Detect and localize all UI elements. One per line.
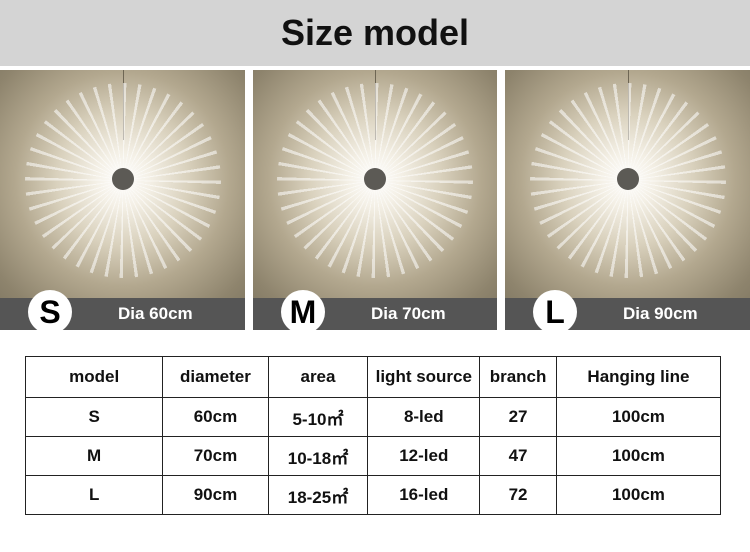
product-photo: S Dia 60cm (0, 70, 245, 330)
header-cell: area (267, 356, 369, 398)
diameter-label: Dia 60cm (118, 304, 193, 323)
lamp-core (616, 168, 639, 191)
size-badge: S (28, 290, 72, 330)
lamp-core (364, 168, 386, 191)
table-cell: M (24, 436, 164, 476)
caption-bar: L Dia 90cm (505, 290, 750, 330)
caption-bar: M Dia 70cm (253, 290, 497, 330)
title: Size model (0, 0, 750, 66)
table-cell: 100cm (555, 397, 722, 437)
table-cell: 100cm (555, 475, 722, 515)
size-table: model diameter area light source branch Hangi… (24, 356, 722, 515)
table-cell: 12-led (367, 436, 481, 476)
table-cell: L (24, 475, 164, 515)
table-cell: 27 (479, 397, 557, 437)
table-cell: 10-18㎡ (267, 436, 369, 476)
table-cell: S (24, 397, 164, 437)
header-cell: model (24, 356, 164, 398)
table-cell: 72 (479, 475, 557, 515)
table-cell: 70cm (162, 436, 269, 476)
table-row: L 90cm 18-25㎡ 16-led 72 100cm (24, 475, 722, 515)
diameter-label: Dia 90cm (623, 304, 698, 323)
table-row: M 70cm 10-18㎡ 12-led 47 100cm (24, 436, 722, 476)
table-cell: 5-10㎡ (267, 397, 369, 437)
table-row: S 60cm 5-10㎡ 8-led 27 100cm (24, 397, 722, 437)
lamp-core (111, 168, 134, 191)
header-cell: Hanging line (555, 356, 722, 398)
caption-bar: S Dia 60cm (0, 290, 245, 330)
header-cell: branch (479, 356, 557, 398)
diameter-label: Dia 70cm (371, 304, 446, 323)
size-badge: M (281, 290, 325, 330)
table-cell: 100cm (555, 436, 722, 476)
table-cell: 60cm (162, 397, 269, 437)
header-row: model diameter area light source branch Hangi… (24, 356, 722, 398)
table-cell: 47 (479, 436, 557, 476)
header-cell: diameter (162, 356, 269, 398)
table-cell: 8-led (367, 397, 481, 437)
table-cell: 16-led (367, 475, 481, 515)
product-photo: M Dia 70cm (253, 70, 497, 330)
table-cell: 90cm (162, 475, 269, 515)
header-cell: light source (367, 356, 481, 398)
size-badge: L (533, 290, 577, 330)
table-cell: 18-25㎡ (267, 475, 369, 515)
product-photo: L Dia 90cm (505, 70, 750, 330)
